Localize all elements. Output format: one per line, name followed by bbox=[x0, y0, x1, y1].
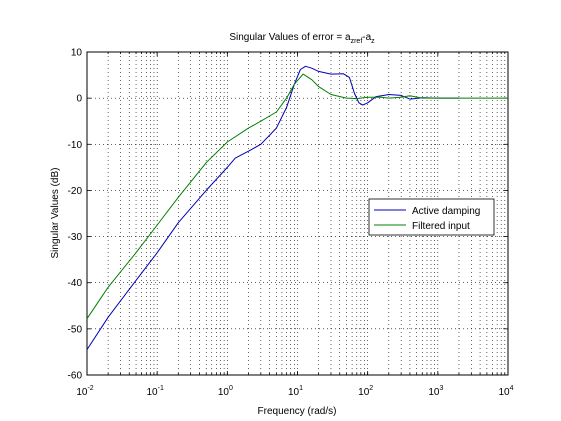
axis-ticks: 10-2 10-1 100 101 102 103 104100-10-20-30-40-5… bbox=[68, 48, 514, 399]
legend-box bbox=[368, 198, 495, 236]
y-tick-label: -20 bbox=[68, 186, 83, 197]
chart-title: Singular Values of error = azref-az bbox=[229, 32, 375, 45]
legend-label-active-damping: Active damping bbox=[412, 206, 480, 217]
x-tick-base: 10 bbox=[146, 387, 158, 398]
title-subscript-zref: zref bbox=[351, 38, 363, 45]
y-axis-label: Singular Values (dB) bbox=[50, 168, 61, 259]
y-tick-label: 0 bbox=[76, 94, 82, 105]
title-prefix: Singular Values of error = a bbox=[229, 32, 351, 43]
x-tick-exponent: -1 bbox=[158, 385, 164, 392]
title-subscript-z: z bbox=[371, 38, 375, 45]
y-tick-label: -60 bbox=[68, 371, 83, 382]
y-tick-label: -50 bbox=[68, 324, 83, 335]
title-mid: -a bbox=[362, 32, 371, 43]
x-tick-exponent: 0 bbox=[229, 385, 233, 392]
series-line-active-damping bbox=[86, 65, 459, 350]
x-tick-base: 10 bbox=[498, 387, 510, 398]
x-tick-exponent: -2 bbox=[87, 385, 93, 392]
legend-label-filtered-input: Filtered input bbox=[412, 221, 470, 232]
legend: Active damping Filtered input bbox=[368, 198, 495, 236]
x-tick-label: 10-2 bbox=[76, 385, 93, 398]
series-line-filtered-input bbox=[86, 73, 508, 319]
x-tick-base: 10 bbox=[428, 387, 440, 398]
x-tick-base: 10 bbox=[288, 387, 300, 398]
x-tick-exponent: 2 bbox=[369, 385, 373, 392]
y-tick-label: 10 bbox=[71, 48, 83, 59]
x-tick-exponent: 4 bbox=[510, 385, 514, 392]
x-tick-exponent: 1 bbox=[299, 385, 303, 392]
x-tick-label: 103 bbox=[428, 385, 443, 398]
x-tick-label: 102 bbox=[358, 385, 373, 398]
x-tick-exponent: 3 bbox=[439, 385, 443, 392]
x-tick-label: 101 bbox=[288, 385, 303, 398]
data-series bbox=[86, 65, 508, 350]
y-tick-label: -10 bbox=[68, 140, 83, 151]
x-tick-base: 10 bbox=[218, 387, 230, 398]
x-axis-label: Frequency (rad/s) bbox=[258, 406, 337, 417]
x-tick-base: 10 bbox=[76, 387, 88, 398]
y-tick-label: -40 bbox=[68, 278, 83, 289]
x-tick-base: 10 bbox=[358, 387, 370, 398]
x-tick-label: 100 bbox=[218, 385, 233, 398]
x-tick-label: 10-1 bbox=[146, 385, 163, 398]
y-tick-label: -30 bbox=[68, 232, 83, 243]
x-tick-label: 104 bbox=[498, 385, 513, 398]
